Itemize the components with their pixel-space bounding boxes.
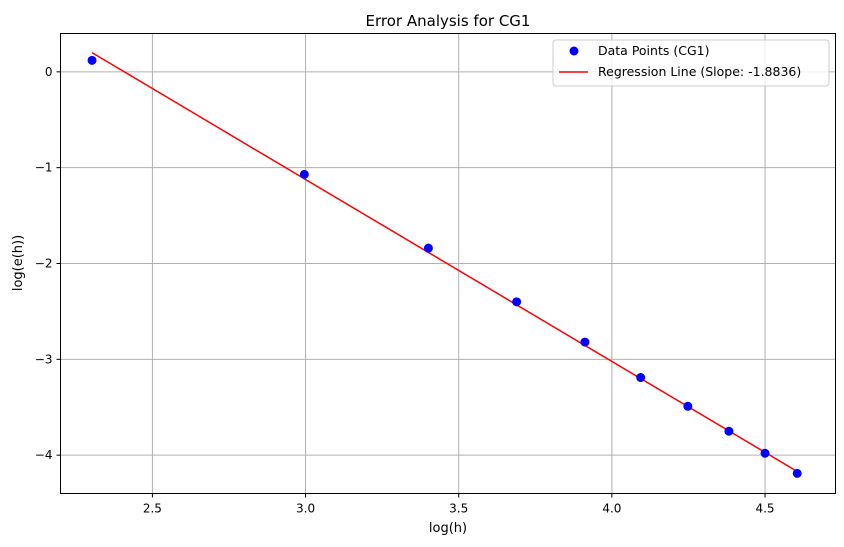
y-tick-label: −2 [35,257,53,271]
x-tick-label: 3.0 [296,502,315,516]
legend-label-data-points: Data Points (CG1) [598,43,709,58]
data-point [87,55,97,65]
legend-box [552,39,830,87]
y-tick-label: −1 [35,161,53,175]
x-axis-ticks: 2.5 3.0 3.5 4.0 4.5 [143,493,775,516]
y-tick-label: 0 [45,65,53,79]
plot-frame [60,33,836,494]
data-point [512,297,522,307]
x-axis-label: log(h) [429,521,467,536]
legend-label-regression-line: Regression Line (Slope: -1.8836) [598,64,801,79]
x-tick-label: 4.0 [602,502,621,516]
data-point [636,373,646,383]
regression-line [91,52,798,473]
data-point [683,401,693,411]
data-points-layer [87,55,802,478]
regression-line-layer [91,52,798,473]
y-axis-label: log(e(h)) [11,235,26,291]
data-point [423,243,433,253]
data-point [580,337,590,347]
x-tick-label: 4.5 [755,502,774,516]
data-point [724,426,734,436]
x-tick-label: 3.5 [449,502,468,516]
y-tick-label: −4 [35,448,53,462]
data-point [760,448,770,458]
data-point [299,169,309,179]
data-point [792,468,802,478]
legend: Data Points (CG1) Regression Line (Slope… [552,39,830,87]
grid-lines [60,33,836,494]
y-tick-label: −3 [35,352,53,366]
chart-title: Error Analysis for CG1 [366,12,531,30]
y-axis-ticks: 0 −1 −2 −3 −4 [35,65,61,462]
x-tick-label: 2.5 [143,502,162,516]
legend-scatter-marker [569,46,579,56]
